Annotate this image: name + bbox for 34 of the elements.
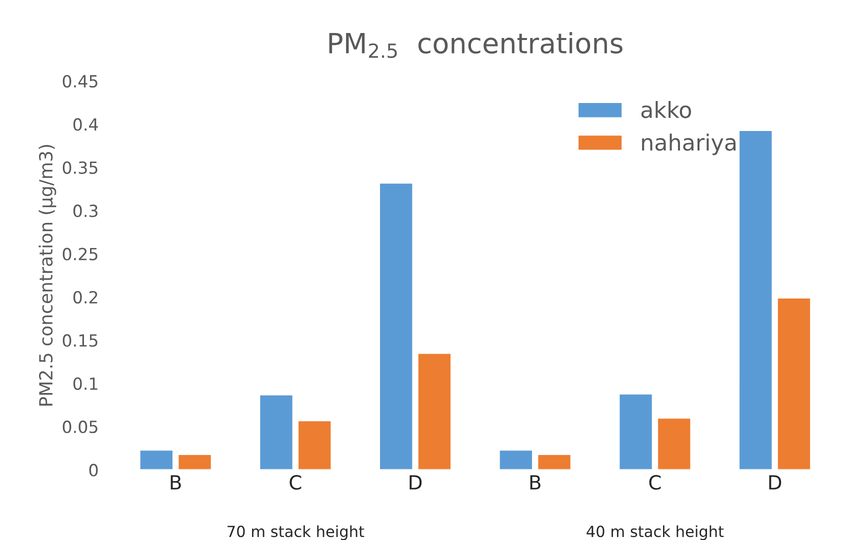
y-tick-label: 0.45 <box>62 74 98 88</box>
bar <box>177 454 212 470</box>
y-tick-label: 0.2 <box>73 290 98 304</box>
bar <box>378 182 414 470</box>
text: 70 m stack height <box>228 525 364 540</box>
y-tick-label: 0.15 <box>62 334 98 347</box>
bar <box>536 454 572 470</box>
bar <box>776 297 812 470</box>
y-tick-label: 0.1 <box>73 377 98 390</box>
bar <box>656 417 692 470</box>
bar <box>618 393 654 470</box>
y-tick-label: 0 <box>89 464 98 476</box>
x-tick-label: D <box>769 475 782 490</box>
bar <box>416 352 452 470</box>
y-tick-label: 0.4 <box>73 118 98 131</box>
y-tick-label: 0.35 <box>62 161 98 174</box>
legend-label: akko <box>641 101 692 118</box>
y-tick-label: 0.05 <box>62 420 98 434</box>
y-axis-title: PM2.5 concentration (µg/m3) <box>38 145 56 406</box>
bar <box>738 130 774 470</box>
x-tick-label: C <box>649 475 661 490</box>
x-tick-label: D <box>410 475 422 490</box>
bar <box>258 394 294 470</box>
bar <box>498 449 534 470</box>
chart-title: PM$_{2.5}$ concentrations <box>329 32 622 58</box>
bar <box>297 420 332 470</box>
y-tick-label: 0.3 <box>73 204 98 218</box>
bar <box>138 449 174 470</box>
x-tick-label: B <box>530 475 540 490</box>
legend-label: nahariya <box>642 134 736 156</box>
x-tick-label: B <box>170 475 181 490</box>
y-tick-label: 0.25 <box>62 248 98 260</box>
x-tick-label: C <box>290 475 302 490</box>
text: 40 m stack height <box>586 525 724 540</box>
